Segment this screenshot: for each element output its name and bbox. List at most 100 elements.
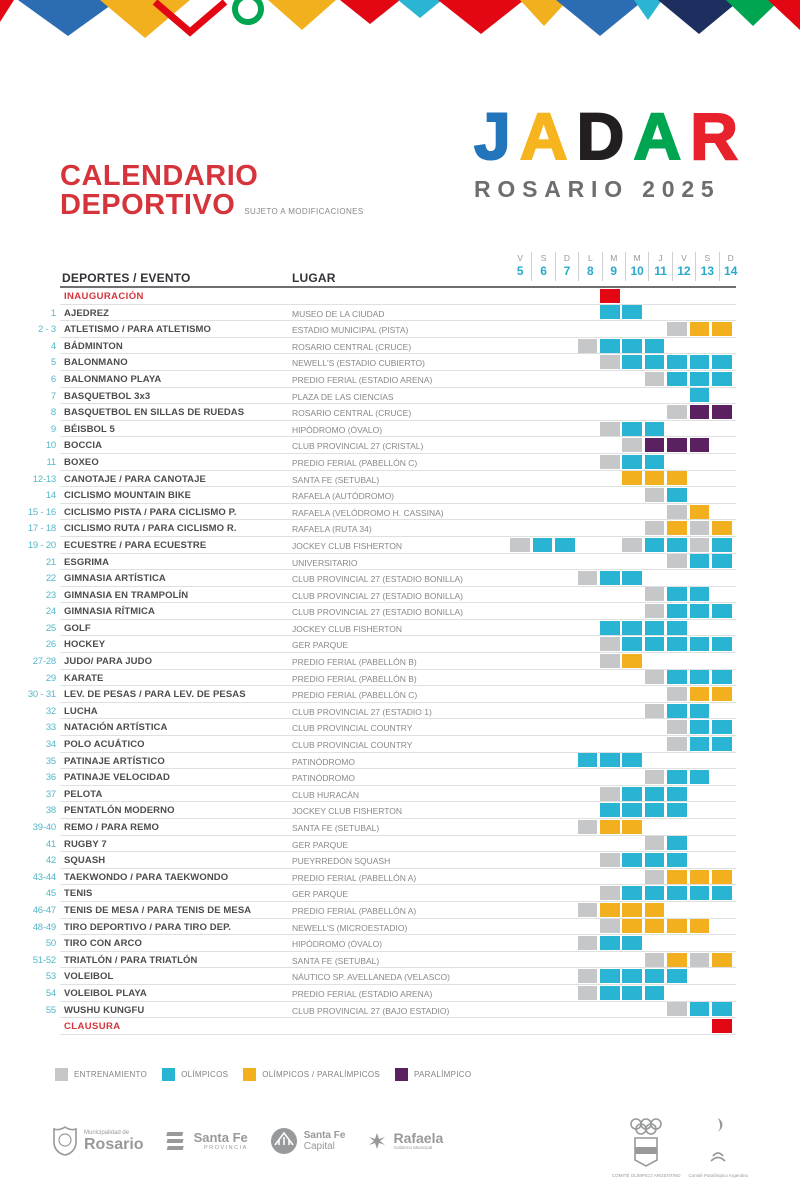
day-cells — [509, 620, 733, 636]
day-slot — [711, 885, 733, 901]
sport-name: GIMNASIA ARTÍSTICA — [64, 573, 166, 585]
event-number: 53 — [45, 971, 56, 983]
day-slot — [643, 935, 665, 951]
day-slot — [554, 504, 576, 520]
day-cell — [667, 770, 687, 785]
day-slot — [688, 520, 710, 536]
day-cell — [622, 886, 642, 901]
day-cell — [599, 886, 620, 901]
day-cell — [667, 670, 687, 685]
day-slot — [509, 952, 531, 968]
day-cell — [711, 537, 732, 552]
day-slot — [643, 288, 665, 304]
table-row: 27-28 JUDO/ PARA JUDO PREDIO FERIAL (PABEL… — [33, 653, 736, 670]
day-slot — [509, 819, 531, 835]
day-slot — [576, 421, 598, 437]
day-cell — [622, 985, 642, 1000]
day-slot — [509, 404, 531, 420]
day-slot — [509, 836, 531, 852]
day-slot — [621, 952, 643, 968]
event-number: 51-52 — [32, 954, 57, 966]
footer-logos: Municipalidad de Rosario Santa Fe PROVIN… — [52, 1126, 443, 1156]
day-slot — [531, 305, 553, 321]
day-cell — [711, 521, 732, 536]
day-slot — [576, 338, 598, 354]
day-slot — [688, 968, 710, 984]
day-slot — [711, 570, 733, 586]
venue: CLUB PROVINCIAL 27 (BAJO ESTADIO) — [292, 1005, 450, 1016]
santa-fe-capital-icon — [270, 1128, 297, 1154]
day-slot — [711, 471, 733, 487]
sport-name: ESGRIMA — [64, 556, 110, 568]
day-slot — [599, 437, 621, 453]
day-cells — [509, 653, 733, 669]
day-number: 11 — [654, 264, 667, 278]
day-slot — [621, 786, 643, 802]
venue: PREDIO FERIAL (PABELLÓN B) — [292, 657, 417, 668]
day-cell — [622, 620, 642, 635]
day-slot — [688, 487, 710, 503]
day-slot — [531, 719, 553, 735]
day-cell — [689, 720, 710, 735]
day-slot — [509, 554, 531, 570]
venue: RAFAELA (RUTA 34) — [292, 524, 372, 535]
day-slot — [509, 537, 531, 553]
table-row: 51-52 TRIATLÓN / PARA TRIATLÓN SANTA FE (S… — [33, 952, 736, 969]
day-cell — [667, 471, 687, 486]
day-number: 9 — [610, 264, 618, 278]
day-slot — [599, 968, 621, 984]
day-slot — [509, 653, 531, 669]
day-slot — [688, 404, 710, 420]
day-cell — [667, 786, 687, 801]
day-slot — [576, 753, 598, 769]
event-number: 35 — [45, 755, 56, 767]
day-slot — [509, 902, 531, 918]
day-slot — [509, 919, 531, 935]
sport-name: TIRO CON ARCO — [64, 938, 143, 950]
venue: SANTA FE (SETUBAL) — [292, 955, 380, 966]
day-slot — [554, 802, 576, 818]
table-row: 25 GOLF JOCKEY CLUB FISHERTON — [46, 620, 736, 637]
day-slot — [643, 686, 665, 702]
venue: PREDIO FERIAL (ESTADIO ARENA) — [292, 374, 433, 385]
sport-name: ATLETISMO / PARA ATLETISMO — [64, 324, 212, 336]
table-row: 41 RUGBY 7 GER PARQUE — [46, 836, 736, 853]
legend-item: OLÍMPICOS / PARALÍMPICOS — [243, 1068, 380, 1081]
day-slot — [643, 852, 665, 868]
day-of-week: M — [610, 253, 618, 263]
day-slot — [509, 620, 531, 636]
day-cell — [689, 321, 710, 336]
day-cell — [622, 902, 642, 917]
day-slot — [666, 587, 688, 603]
day-slot — [621, 836, 643, 852]
day-cell — [667, 321, 687, 336]
day-slot — [599, 504, 621, 520]
event-number: 17 - 18 — [27, 523, 56, 535]
day-slot — [554, 736, 576, 752]
table-row: 42 SQUASH PUEYRREDÓN SQUASH — [46, 852, 736, 869]
day-cell — [689, 869, 710, 884]
day-slot — [621, 520, 643, 536]
day-slot — [643, 388, 665, 404]
day-slot — [688, 686, 710, 702]
day-cell — [689, 736, 710, 751]
event-number: 14 — [45, 490, 56, 502]
day-slot — [599, 321, 621, 337]
day-cell — [667, 587, 687, 602]
day-slot — [554, 338, 576, 354]
day-slot — [531, 670, 553, 686]
logo-letter: J — [473, 99, 512, 173]
venue: CLUB PROVINCIAL COUNTRY — [292, 740, 413, 751]
day-slot — [688, 388, 710, 404]
day-slot — [666, 769, 688, 785]
day-slot — [554, 636, 576, 652]
day-slot — [688, 985, 710, 1001]
event-number: 46-47 — [32, 904, 57, 916]
event-number: 25 — [45, 622, 56, 634]
day-cell — [667, 487, 687, 502]
legend-swatch — [243, 1068, 257, 1081]
day-cell — [622, 438, 642, 453]
day-slot — [643, 471, 665, 487]
day-cells — [509, 719, 733, 735]
